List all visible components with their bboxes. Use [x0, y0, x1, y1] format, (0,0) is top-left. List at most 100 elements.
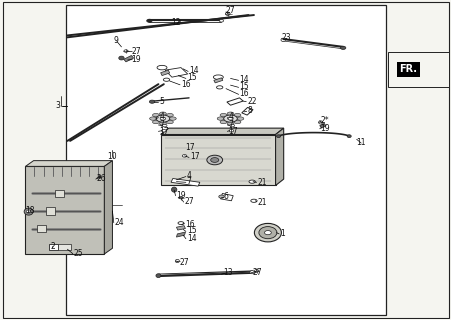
- Ellipse shape: [276, 135, 280, 138]
- Ellipse shape: [258, 227, 276, 239]
- Polygon shape: [97, 175, 101, 178]
- Text: 6: 6: [223, 191, 228, 201]
- Ellipse shape: [156, 274, 161, 277]
- Ellipse shape: [225, 12, 230, 15]
- Ellipse shape: [182, 155, 186, 157]
- Ellipse shape: [159, 122, 166, 125]
- Bar: [387, 52, 448, 87]
- Ellipse shape: [119, 56, 124, 60]
- Ellipse shape: [210, 158, 218, 162]
- Ellipse shape: [254, 223, 281, 242]
- Text: 1: 1: [280, 229, 284, 238]
- Polygon shape: [226, 98, 243, 105]
- Text: 23: 23: [281, 33, 290, 42]
- Ellipse shape: [169, 117, 176, 120]
- Text: 22: 22: [247, 97, 256, 106]
- Text: 24: 24: [115, 218, 124, 227]
- Ellipse shape: [219, 20, 223, 22]
- Ellipse shape: [250, 199, 257, 202]
- Bar: [46, 207, 55, 215]
- Ellipse shape: [24, 208, 33, 215]
- Ellipse shape: [207, 155, 222, 165]
- Ellipse shape: [171, 187, 176, 192]
- Text: 16: 16: [239, 89, 249, 98]
- Ellipse shape: [160, 117, 165, 120]
- Polygon shape: [213, 78, 222, 83]
- Bar: [58, 244, 70, 250]
- Ellipse shape: [163, 78, 169, 81]
- Polygon shape: [220, 194, 233, 201]
- Text: FR.: FR.: [399, 64, 417, 74]
- Polygon shape: [160, 128, 283, 134]
- Ellipse shape: [217, 117, 224, 120]
- Text: 2*: 2*: [320, 116, 328, 125]
- Text: 5: 5: [159, 97, 164, 106]
- Polygon shape: [176, 226, 185, 230]
- Text: 14: 14: [186, 234, 196, 243]
- Ellipse shape: [218, 195, 224, 198]
- Text: 7: 7: [186, 177, 191, 186]
- Ellipse shape: [249, 270, 254, 274]
- Ellipse shape: [149, 117, 156, 120]
- Text: 7: 7: [228, 120, 233, 129]
- Text: 17: 17: [189, 152, 199, 161]
- Text: 18: 18: [25, 206, 35, 215]
- Polygon shape: [275, 128, 283, 186]
- Ellipse shape: [166, 120, 173, 124]
- Text: 15: 15: [186, 226, 196, 235]
- Text: 25: 25: [74, 249, 83, 258]
- Ellipse shape: [156, 65, 166, 70]
- Polygon shape: [176, 232, 185, 237]
- Ellipse shape: [152, 120, 159, 124]
- Ellipse shape: [318, 121, 322, 124]
- Ellipse shape: [264, 231, 271, 235]
- Ellipse shape: [149, 100, 154, 103]
- Polygon shape: [241, 108, 253, 115]
- Ellipse shape: [213, 75, 223, 79]
- Ellipse shape: [161, 129, 166, 132]
- Ellipse shape: [234, 113, 240, 117]
- Text: 13: 13: [223, 268, 233, 277]
- Ellipse shape: [162, 124, 166, 127]
- Text: 12: 12: [171, 18, 181, 27]
- Ellipse shape: [152, 113, 159, 117]
- Ellipse shape: [281, 38, 285, 42]
- Text: 17: 17: [185, 143, 195, 152]
- Text: 17: 17: [159, 127, 169, 136]
- Text: 4: 4: [159, 113, 164, 122]
- Ellipse shape: [178, 222, 184, 225]
- Ellipse shape: [179, 196, 183, 199]
- Ellipse shape: [234, 120, 240, 124]
- Text: 27: 27: [252, 268, 261, 277]
- Text: 21: 21: [257, 178, 267, 187]
- Ellipse shape: [156, 115, 169, 122]
- Text: 16: 16: [180, 80, 190, 89]
- Text: 19: 19: [320, 124, 330, 132]
- Polygon shape: [160, 70, 169, 76]
- Ellipse shape: [220, 113, 226, 117]
- Bar: [37, 225, 46, 232]
- Text: 14: 14: [189, 66, 198, 75]
- Ellipse shape: [227, 117, 233, 120]
- Ellipse shape: [340, 46, 345, 50]
- Ellipse shape: [220, 120, 226, 124]
- Text: 19: 19: [131, 55, 141, 64]
- Text: 9: 9: [113, 36, 118, 45]
- Ellipse shape: [166, 113, 173, 117]
- Polygon shape: [124, 55, 133, 62]
- Text: 15: 15: [239, 82, 249, 91]
- Text: 19: 19: [176, 190, 186, 200]
- Ellipse shape: [236, 117, 243, 120]
- Text: 14: 14: [239, 75, 249, 84]
- Bar: [55, 190, 64, 197]
- Text: FR.: FR.: [399, 64, 417, 74]
- Text: 27: 27: [179, 258, 189, 267]
- Text: 15: 15: [186, 73, 196, 82]
- Ellipse shape: [230, 124, 234, 127]
- Ellipse shape: [346, 135, 350, 138]
- Ellipse shape: [223, 115, 237, 122]
- Text: 3: 3: [55, 101, 60, 110]
- Ellipse shape: [175, 260, 179, 263]
- Ellipse shape: [229, 129, 233, 132]
- Polygon shape: [104, 161, 112, 254]
